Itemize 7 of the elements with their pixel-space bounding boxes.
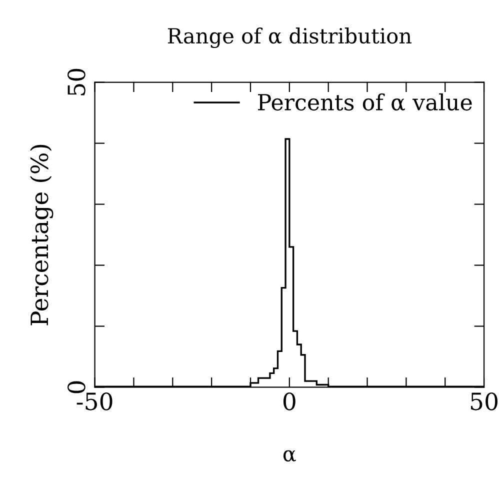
x-tick-label: -50 [76,392,112,410]
x-tick-label: 0 [283,392,296,410]
chart-title: Range of α distribution [168,28,412,48]
y-axis-title: Percentage (%) [30,144,54,326]
legend-label: Percents of α value [258,93,472,111]
x-tick-label: 50 [471,392,498,410]
x-axis-title: α [283,450,296,462]
